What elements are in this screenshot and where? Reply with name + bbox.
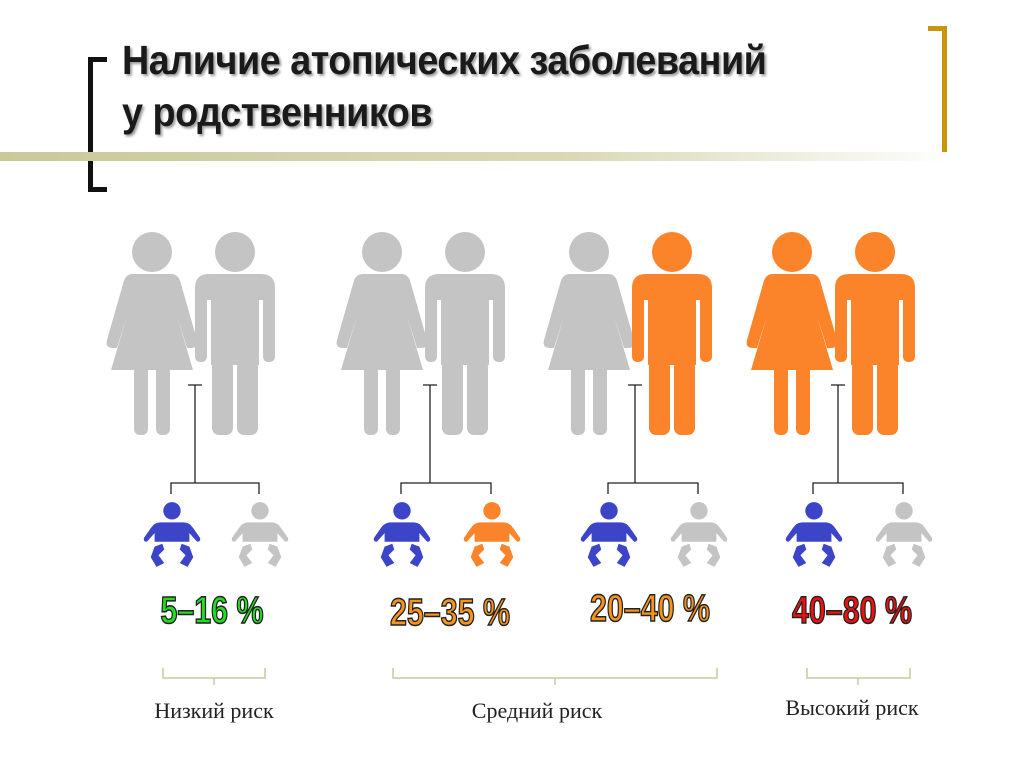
- percent-label-group-2: 25–35 %: [389, 591, 510, 635]
- mother-figure-icon: [106, 232, 198, 435]
- child-figure-icon: [785, 502, 843, 567]
- child-figure-icon: [463, 502, 521, 567]
- child-figure-icon: [373, 502, 431, 567]
- family-connector-line: [607, 384, 699, 494]
- mother-figure-icon: [746, 232, 838, 435]
- brace-medium-risk: [392, 668, 718, 685]
- title-line-1: Наличие атопических заболеваний: [122, 37, 767, 83]
- father-figure-icon: [195, 232, 275, 435]
- mother-figure-icon: [543, 232, 635, 435]
- title-underline: [0, 152, 960, 161]
- child-figure-icon: [875, 502, 933, 567]
- title-line-2: у родственников: [122, 89, 433, 135]
- family-connector-line: [400, 384, 492, 494]
- brace-low-risk: [162, 668, 266, 685]
- mother-figure-icon: [336, 232, 428, 435]
- father-figure-icon: [632, 232, 712, 435]
- risk-label-medium: Средний риск: [471, 698, 603, 723]
- child-figure-icon: [143, 502, 201, 567]
- slide-title: Наличие атопических заболеваний у родств…: [122, 34, 767, 138]
- brace-high-risk: [806, 668, 911, 685]
- child-figure-icon: [670, 502, 728, 567]
- percent-label-group-3: 20–40 %: [589, 587, 710, 631]
- child-figure-icon: [231, 502, 289, 567]
- family-connector-line: [170, 384, 260, 494]
- percent-label-group-1: 5–16 %: [160, 589, 264, 633]
- child-figure-icon: [580, 502, 638, 567]
- risk-label-low: Низкий риск: [154, 698, 274, 723]
- percent-label-group-4: 40–80 %: [791, 589, 912, 633]
- family-connector-line: [812, 384, 904, 494]
- father-figure-icon: [425, 232, 505, 435]
- risk-label-high: Высокий риск: [785, 695, 919, 720]
- father-figure-icon: [835, 232, 915, 435]
- left-bracket-decoration: [88, 57, 107, 192]
